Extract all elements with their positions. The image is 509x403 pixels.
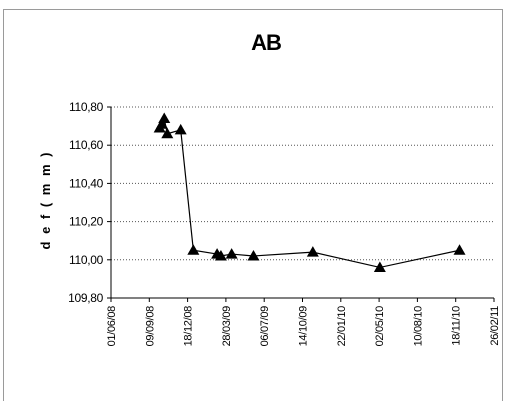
chart-frame xyxy=(3,9,503,401)
data-point-marker xyxy=(161,127,174,139)
x-tick-label: 18/11/10 xyxy=(451,306,463,346)
x-tick-label: 01/06/08 xyxy=(106,306,118,347)
data-point-marker xyxy=(174,123,187,135)
x-tick-label: 02/05/10 xyxy=(374,306,386,347)
x-tick-label: 28/03/09 xyxy=(221,306,233,347)
data-point-marker xyxy=(373,261,386,272)
x-tick-label: 09/09/08 xyxy=(144,306,156,347)
x-tick-label: 18/12/08 xyxy=(183,306,195,347)
data-point-marker xyxy=(247,249,260,261)
x-tick-label: 06/07/09 xyxy=(259,306,271,347)
data-point-marker xyxy=(225,248,238,259)
y-tick-label: 110,20 xyxy=(69,215,104,229)
data-point-marker xyxy=(155,118,168,129)
y-axis-label: d e f ( m m ) xyxy=(38,151,53,250)
y-tick-label: 110,00 xyxy=(69,253,104,267)
y-tick-label: 109,80 xyxy=(68,291,104,305)
data-point-marker xyxy=(453,244,466,255)
x-tick-label: 14/10/09 xyxy=(298,306,310,347)
chart-title: AB xyxy=(251,30,281,55)
series-group xyxy=(153,112,466,272)
x-tick-label: 26/02/11 xyxy=(489,306,501,346)
data-point-marker xyxy=(158,112,171,123)
y-tick-labels: 109,80 110,00 110,20 110,40 110,60 110,80 xyxy=(68,100,104,305)
series-line xyxy=(159,116,460,269)
y-tick-label: 110,60 xyxy=(69,138,104,152)
y-tick-label: 110,40 xyxy=(69,176,104,190)
data-point-marker xyxy=(187,244,200,255)
data-point-marker xyxy=(306,246,319,257)
data-point-marker xyxy=(214,249,227,261)
gridlines xyxy=(111,106,494,261)
x-tick-labels: 01/06/08 09/09/08 18/12/08 28/03/09 06/07/09… xyxy=(106,306,501,347)
y-tick-label: 110,80 xyxy=(69,100,104,114)
axes xyxy=(107,106,495,302)
x-tick-label: 22/01/10 xyxy=(336,306,348,347)
x-tick-label: 10/08/10 xyxy=(412,306,424,347)
